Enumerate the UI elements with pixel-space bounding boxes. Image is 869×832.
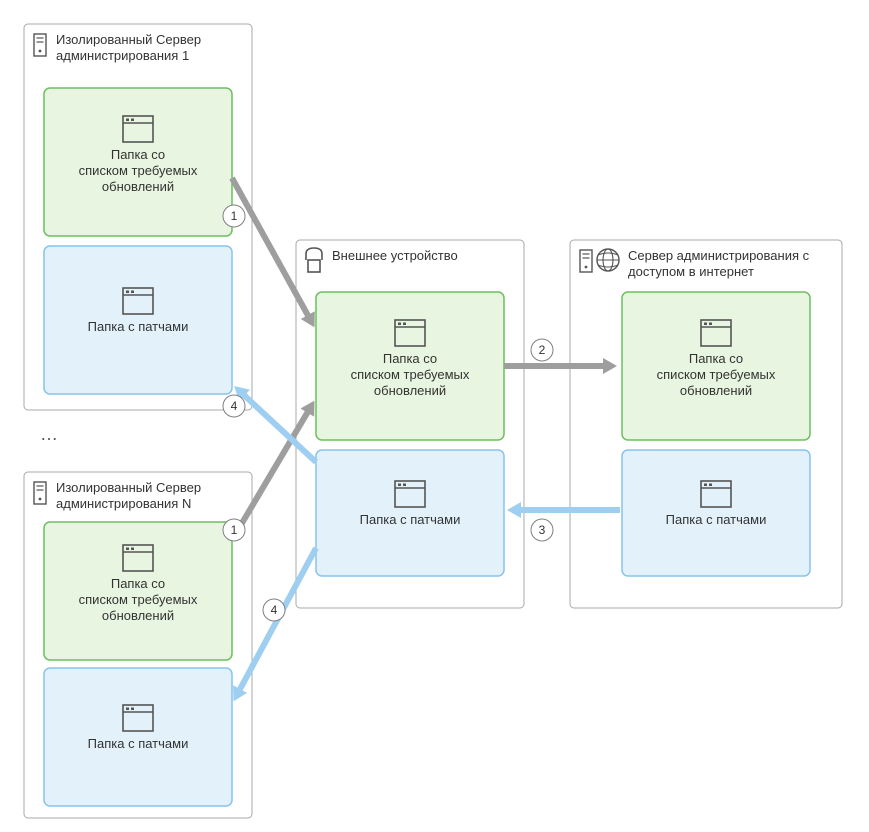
- container-srv: Сервер администрирования сдоступом в инт…: [570, 240, 842, 608]
- step-badge-number: 3: [539, 523, 546, 537]
- box-isoN-updates: Папка сосписком требуемыхобновлений: [44, 522, 232, 660]
- box-srv-patches: Папка с патчами: [622, 450, 810, 576]
- container-title: Внешнее устройство: [332, 248, 458, 263]
- step-badge-number: 4: [271, 603, 278, 617]
- step-badge-number: 4: [231, 399, 238, 413]
- container-title: Сервер администрирования сдоступом в инт…: [628, 248, 810, 279]
- box-ext-updates: Папка сосписком требуемыхобновлений: [316, 292, 504, 440]
- ellipsis: …: [40, 424, 58, 444]
- box-label: Папка с патчами: [88, 736, 189, 751]
- container-isoN: Изолированный Серверадминистрирования N П…: [24, 472, 252, 818]
- box-label: Папка с патчами: [360, 512, 461, 527]
- architecture-diagram: Изолированный Серверадминистрирования 1 П…: [0, 0, 869, 832]
- box-srv-updates: Папка сосписком требуемыхобновлений: [622, 292, 810, 440]
- step-badge-number: 1: [231, 209, 238, 223]
- box-label: Папка с патчами: [666, 512, 767, 527]
- arrow-a1: 1: [223, 178, 315, 327]
- container-ext: Внешнее устройство Папка сосписком требуе…: [296, 240, 524, 608]
- container-iso1: Изолированный Серверадминистрирования 1 П…: [24, 24, 252, 410]
- step-badge-number: 2: [539, 343, 546, 357]
- container-title: Изолированный Серверадминистрирования 1: [56, 32, 201, 63]
- box-label: Папка с патчами: [88, 319, 189, 334]
- box-iso1-patches: Папка с патчами: [44, 246, 232, 394]
- box-ext-patches: Папка с патчами: [316, 450, 504, 576]
- step-badge-number: 1: [231, 523, 238, 537]
- box-isoN-patches: Папка с патчами: [44, 668, 232, 806]
- arrow-a2: 2: [504, 339, 617, 374]
- container-title: Изолированный Серверадминистрирования N: [56, 480, 201, 511]
- box-iso1-updates: Папка сосписком требуемыхобновлений: [44, 88, 232, 236]
- arrow-a4b: 4: [233, 548, 316, 701]
